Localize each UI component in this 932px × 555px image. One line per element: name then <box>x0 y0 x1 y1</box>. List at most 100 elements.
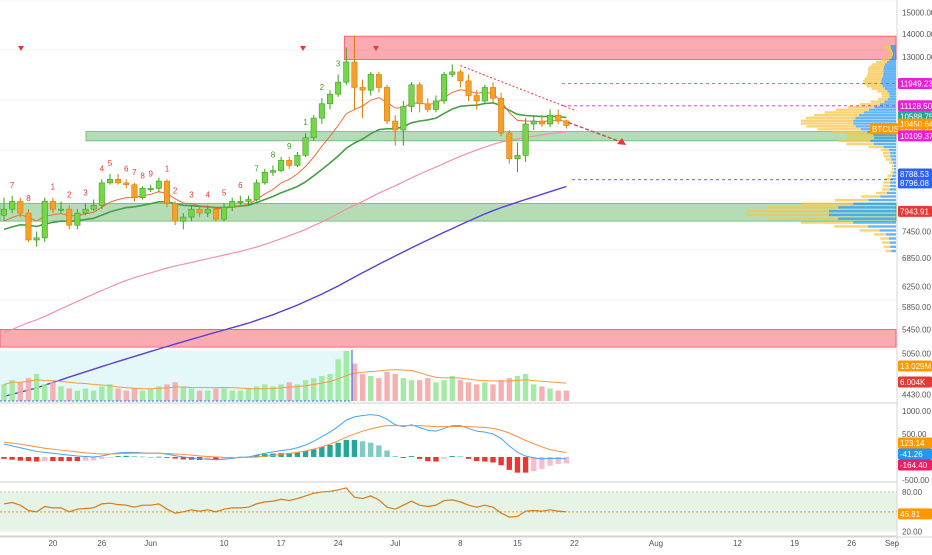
profile-bar-buy <box>881 188 890 191</box>
profile-bar-sell <box>884 100 896 103</box>
macd-histogram-bar <box>99 456 105 460</box>
profile-bar-buy <box>866 85 883 88</box>
candle-body <box>58 208 65 211</box>
profile-bar-buy <box>877 90 888 93</box>
trendline <box>460 65 577 112</box>
time-tick-label: Jun <box>144 539 157 548</box>
price-tick-label: 13000.00 <box>902 53 932 62</box>
volume-bar <box>490 384 496 401</box>
candle-body <box>261 171 268 184</box>
macd-signal-line <box>3 425 567 459</box>
candle-body <box>506 132 513 159</box>
price-tag: BTCUSD <box>872 125 905 134</box>
profile-bar-sell <box>887 97 896 101</box>
profile-bar-buy <box>847 136 875 140</box>
candle-body <box>155 180 162 189</box>
sequence-label: 2 <box>67 190 72 199</box>
volume-bar <box>180 386 186 401</box>
macd-histogram-bar <box>343 439 349 457</box>
candle-body <box>229 201 236 208</box>
profile-bar-sell <box>838 217 896 220</box>
sequence-label: 7 <box>132 168 137 177</box>
candle-body <box>82 208 89 214</box>
macd-histogram-bar <box>490 456 496 463</box>
rsi-tick-label: 80.00 <box>902 488 923 497</box>
macd-tag: -164.40 <box>900 461 928 470</box>
profile-bar-sell <box>889 148 896 152</box>
macd-panel: 1000.00 500.00 -500.00 123.14 -41.26 -164.40 <box>1 407 932 485</box>
profile-bar-buy <box>883 245 891 248</box>
profile-bar-buy <box>835 198 869 202</box>
volume-bar <box>482 382 488 401</box>
profile-bar-buy <box>824 111 864 114</box>
profile-bar-sell <box>859 113 896 117</box>
moving-averages-layer <box>3 89 567 398</box>
macd-histogram-bar <box>474 456 480 462</box>
zone-zone-3 <box>0 328 897 348</box>
macd-histogram-bar <box>563 456 570 464</box>
macd-histogram-bar <box>319 446 325 457</box>
sequence-label: 9 <box>287 142 292 151</box>
volume-bar <box>148 388 154 401</box>
candle-body <box>66 208 73 226</box>
profile-bar-buy <box>887 49 893 52</box>
time-tick-label: Jul <box>390 539 400 548</box>
volume-bar <box>335 359 341 401</box>
profile-bar-buy <box>839 139 871 143</box>
time-tick-label: 17 <box>277 539 286 548</box>
volume-bar <box>449 376 455 401</box>
profile-bar-buy <box>881 92 890 96</box>
sequence-label: 3 <box>83 188 88 197</box>
price-tick-label: 5850.00 <box>902 303 931 312</box>
profile-bar-buy <box>883 181 891 184</box>
volume-bar <box>302 380 309 401</box>
profile-bar-sell <box>891 47 896 50</box>
macd-histogram-bar <box>107 456 113 458</box>
profile-bar-buy <box>881 95 890 98</box>
macd-histogram-bar <box>400 456 407 458</box>
ema-fast-line <box>3 89 567 222</box>
macd-histogram-bar <box>58 456 64 462</box>
ema-slow-line <box>3 102 567 231</box>
macd-histogram-bar <box>66 456 72 462</box>
profile-bar-buy <box>891 164 894 168</box>
profile-bar-buy <box>800 119 854 122</box>
macd-histogram-bar <box>33 456 40 462</box>
volume-bar <box>66 388 72 401</box>
volume-bar <box>457 380 464 401</box>
profile-bar-buy <box>887 174 893 177</box>
profile-bar-buy <box>880 148 890 152</box>
macd-histogram-bar <box>376 445 382 457</box>
profile-bar-sell <box>890 177 896 181</box>
volume-bar <box>74 390 81 401</box>
macd-histogram-bar <box>164 456 170 458</box>
profile-bar-sell <box>892 49 896 52</box>
sequence-label: 6 <box>238 181 243 190</box>
macd-histogram-bar <box>82 456 89 461</box>
profile-bar-buy <box>801 202 854 205</box>
macd-tag-bg <box>898 459 932 471</box>
candle-body <box>17 201 24 214</box>
profile-bar-sell <box>893 164 896 168</box>
candle-body <box>269 170 276 173</box>
candle-body <box>139 188 146 198</box>
volume-tag: 13.029M <box>900 362 931 371</box>
volume-bar <box>514 376 521 401</box>
volume-bar <box>123 390 129 401</box>
candle-body <box>188 208 195 218</box>
macd-histogram-bar <box>123 455 129 457</box>
profile-bar-buy <box>835 108 869 111</box>
profile-bar-sell <box>855 116 896 120</box>
candle-body <box>294 155 301 166</box>
price-tag: 8788.53 <box>900 170 929 179</box>
profile-bar-buy <box>868 70 884 73</box>
price-tag-bg <box>898 78 932 90</box>
candle-body <box>343 61 350 83</box>
macd-tag: 123.14 <box>900 439 925 448</box>
profile-bar-sell <box>882 85 896 88</box>
profile-bar-sell <box>853 119 896 122</box>
profile-bar-sell <box>890 152 896 155</box>
sequence-label: 1 <box>303 118 308 127</box>
macd-histogram-bar <box>90 456 97 461</box>
